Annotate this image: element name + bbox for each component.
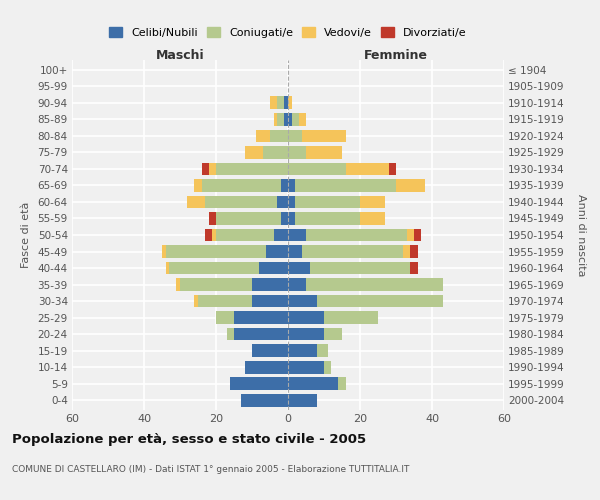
Bar: [403, 245, 410, 258]
Bar: [277, 113, 284, 126]
Bar: [288, 196, 295, 208]
Bar: [288, 96, 292, 110]
Bar: [288, 262, 310, 274]
Bar: [270, 130, 288, 142]
Bar: [198, 294, 252, 308]
Bar: [281, 179, 288, 192]
Bar: [317, 294, 443, 308]
Bar: [166, 245, 266, 258]
Bar: [245, 146, 263, 159]
Bar: [338, 377, 346, 390]
Bar: [205, 196, 277, 208]
Bar: [252, 278, 288, 291]
Bar: [169, 262, 259, 274]
Bar: [176, 278, 180, 291]
Bar: [306, 278, 443, 291]
Bar: [180, 278, 252, 291]
Bar: [252, 344, 288, 357]
Bar: [295, 212, 360, 225]
Bar: [263, 146, 288, 159]
Bar: [324, 360, 331, 374]
Bar: [245, 360, 288, 374]
Text: COMUNE DI CASTELLARO (IM) - Dati ISTAT 1° gennaio 2005 - Elaborazione TUTTITALIA: COMUNE DI CASTELLARO (IM) - Dati ISTAT 1…: [12, 466, 409, 474]
Bar: [274, 113, 277, 126]
Bar: [396, 179, 425, 192]
Bar: [288, 113, 292, 126]
Bar: [277, 96, 284, 110]
Bar: [360, 196, 385, 208]
Text: Popolazione per età, sesso e stato civile - 2005: Popolazione per età, sesso e stato civil…: [12, 432, 366, 446]
Bar: [187, 196, 205, 208]
Bar: [205, 228, 212, 241]
Bar: [216, 228, 274, 241]
Y-axis label: Fasce di età: Fasce di età: [20, 202, 31, 268]
Bar: [230, 377, 288, 390]
Bar: [360, 212, 385, 225]
Bar: [166, 262, 169, 274]
Bar: [234, 328, 288, 340]
Bar: [324, 328, 342, 340]
Bar: [202, 179, 281, 192]
Bar: [324, 311, 378, 324]
Bar: [310, 262, 410, 274]
Bar: [256, 130, 270, 142]
Bar: [284, 96, 288, 110]
Bar: [288, 228, 306, 241]
Bar: [288, 212, 295, 225]
Bar: [259, 262, 288, 274]
Bar: [288, 146, 306, 159]
Bar: [346, 162, 389, 175]
Bar: [288, 179, 295, 192]
Bar: [202, 162, 209, 175]
Bar: [288, 311, 324, 324]
Bar: [288, 328, 324, 340]
Bar: [209, 162, 216, 175]
Bar: [288, 377, 338, 390]
Legend: Celibi/Nubili, Coniugati/e, Vedovi/e, Divorziati/e: Celibi/Nubili, Coniugati/e, Vedovi/e, Di…: [106, 24, 470, 41]
Bar: [209, 212, 216, 225]
Bar: [270, 96, 277, 110]
Bar: [288, 278, 306, 291]
Bar: [288, 245, 302, 258]
Bar: [414, 228, 421, 241]
Bar: [306, 146, 342, 159]
Bar: [299, 113, 306, 126]
Bar: [288, 130, 302, 142]
Bar: [302, 130, 346, 142]
Bar: [194, 179, 202, 192]
Bar: [295, 196, 360, 208]
Bar: [252, 294, 288, 308]
Bar: [317, 344, 328, 357]
Bar: [302, 245, 403, 258]
Bar: [274, 228, 288, 241]
Bar: [288, 162, 346, 175]
Bar: [410, 245, 418, 258]
Bar: [234, 311, 288, 324]
Bar: [292, 113, 299, 126]
Bar: [266, 245, 288, 258]
Bar: [295, 179, 396, 192]
Bar: [389, 162, 396, 175]
Bar: [407, 228, 414, 241]
Bar: [288, 394, 317, 406]
Bar: [227, 328, 234, 340]
Bar: [277, 196, 288, 208]
Bar: [216, 162, 288, 175]
Bar: [410, 262, 418, 274]
Bar: [284, 113, 288, 126]
Text: Femmine: Femmine: [364, 48, 428, 62]
Bar: [281, 212, 288, 225]
Bar: [288, 360, 324, 374]
Bar: [216, 212, 281, 225]
Bar: [288, 344, 317, 357]
Bar: [306, 228, 407, 241]
Bar: [162, 245, 166, 258]
Y-axis label: Anni di nascita: Anni di nascita: [576, 194, 586, 276]
Bar: [216, 311, 234, 324]
Bar: [194, 294, 198, 308]
Bar: [241, 394, 288, 406]
Bar: [212, 228, 216, 241]
Text: Maschi: Maschi: [155, 48, 205, 62]
Bar: [288, 294, 317, 308]
